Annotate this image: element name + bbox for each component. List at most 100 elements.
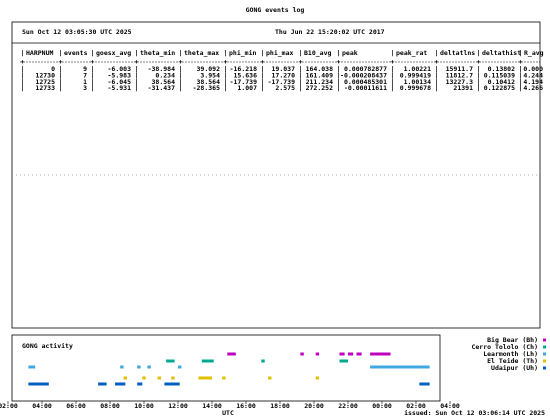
table-cell: -6.045	[108, 78, 132, 86]
column-separator: |	[224, 49, 228, 58]
table-cell: -0.00011611	[344, 84, 387, 92]
rule-joint: +	[261, 58, 265, 66]
x-tick-label: 14:00	[202, 402, 222, 410]
column-header: phi_min	[229, 49, 256, 57]
table-cell: 0.000485301	[344, 78, 387, 86]
column-separator: |	[179, 84, 183, 93]
rule-joint: +	[391, 58, 395, 66]
table-cell: -6.003	[108, 65, 132, 73]
activity-segment	[28, 382, 49, 386]
activity-segment	[28, 365, 36, 369]
table-cell: 0.122875	[484, 84, 515, 92]
table-cell: 0.999678	[400, 84, 431, 92]
column-separator: |	[337, 84, 341, 93]
issued-time: issued: Sun Oct 12 03:06:14 UTC 2025	[404, 409, 545, 417]
column-separator: |	[519, 71, 523, 80]
column-separator: |	[477, 78, 481, 87]
table-cell: 0.000782877	[344, 65, 387, 73]
column-separator: |	[21, 65, 25, 74]
column-separator: |	[337, 78, 341, 87]
column-separator: |	[135, 65, 139, 74]
legend-swatch	[543, 366, 546, 370]
table-cell: 15.636	[234, 71, 258, 79]
table-cell: 1	[83, 78, 87, 86]
activity-segment	[198, 376, 212, 380]
table-cell: 211.234	[306, 78, 333, 86]
x-tick-label: 16:00	[236, 402, 256, 410]
column-separator: |	[477, 71, 481, 80]
column-header: R_avg	[524, 49, 544, 57]
x-tick-label: 12:00	[168, 402, 188, 410]
x-tick-label: 02:00	[406, 402, 426, 410]
column-separator: |	[391, 65, 395, 74]
column-separator: |	[519, 49, 523, 58]
activity-segment	[370, 352, 391, 356]
table-cell: -28.365	[193, 84, 220, 92]
table-cell: 4.244	[523, 71, 543, 79]
activity-segment	[147, 365, 151, 369]
table-cell: 3	[83, 84, 87, 92]
column-header: theta_min	[140, 49, 175, 57]
column-separator: |	[477, 65, 481, 74]
table-cell: -16.218	[230, 65, 257, 73]
table-cell: 272.252	[306, 84, 333, 92]
x-tick-label: 08:00	[100, 402, 120, 410]
column-separator: |	[59, 78, 63, 87]
table-cell: 13227.3	[446, 78, 473, 86]
column-separator: |	[224, 78, 228, 87]
column-header: HARPNUM	[26, 49, 53, 57]
rule-joint: +	[299, 58, 303, 66]
table-cell: 0.13802	[488, 65, 515, 73]
column-separator: |	[299, 84, 303, 93]
x-tick-label: 06:00	[66, 402, 86, 410]
column-separator: |	[261, 84, 265, 93]
x-tick-label: 00:00	[372, 402, 392, 410]
table-cell: -38.984	[148, 65, 175, 73]
column-separator: |	[519, 65, 523, 74]
legend-label: Learmonth (Lh)	[483, 350, 538, 358]
table-cell: 11812.7	[446, 71, 473, 79]
table-cell: -5.931	[108, 84, 132, 92]
activity-segment	[123, 376, 127, 380]
column-header: theta_max	[184, 49, 219, 57]
column-separator: |	[179, 78, 183, 87]
column-header: phi_max	[266, 49, 293, 57]
column-separator: |	[135, 78, 139, 87]
column-separator: |	[391, 71, 395, 80]
table-cell: -31.437	[148, 84, 175, 92]
column-separator: |	[91, 78, 95, 87]
legend-swatch	[543, 352, 546, 356]
activity-segment	[300, 352, 304, 356]
column-header: B10_avg	[304, 49, 331, 57]
activity-segment	[419, 382, 430, 386]
activity-segment	[370, 365, 430, 369]
column-header: goesx_avg	[96, 49, 131, 57]
column-separator: |	[224, 84, 228, 93]
activity-segment	[178, 365, 182, 369]
activity-segment	[120, 365, 124, 369]
column-separator: |	[179, 49, 183, 58]
rule-joint: +	[135, 58, 139, 66]
activity-segment	[137, 365, 141, 369]
column-separator: |	[299, 78, 303, 87]
column-separator: |	[179, 65, 183, 74]
column-separator: |	[59, 84, 63, 93]
table-cell: 164.038	[306, 65, 333, 73]
table-cell: 19.037	[272, 65, 296, 73]
column-separator: |	[135, 71, 139, 80]
column-separator: |	[91, 84, 95, 93]
table-cell: 21391	[453, 84, 473, 92]
table-cell: 3.954	[200, 71, 220, 79]
column-separator: |	[59, 49, 63, 58]
table-cell: 12730	[35, 71, 55, 79]
column-separator: |	[391, 49, 395, 58]
activity-segment	[222, 376, 226, 380]
column-separator: |	[299, 49, 303, 58]
activity-segment	[356, 352, 362, 356]
column-separator: |	[91, 65, 95, 74]
column-separator: |	[21, 84, 25, 93]
table-cell: 161.409	[306, 71, 333, 79]
rule-joint: +	[477, 58, 481, 66]
column-separator: |	[135, 49, 139, 58]
table-cell: -0.000208437	[340, 71, 387, 79]
